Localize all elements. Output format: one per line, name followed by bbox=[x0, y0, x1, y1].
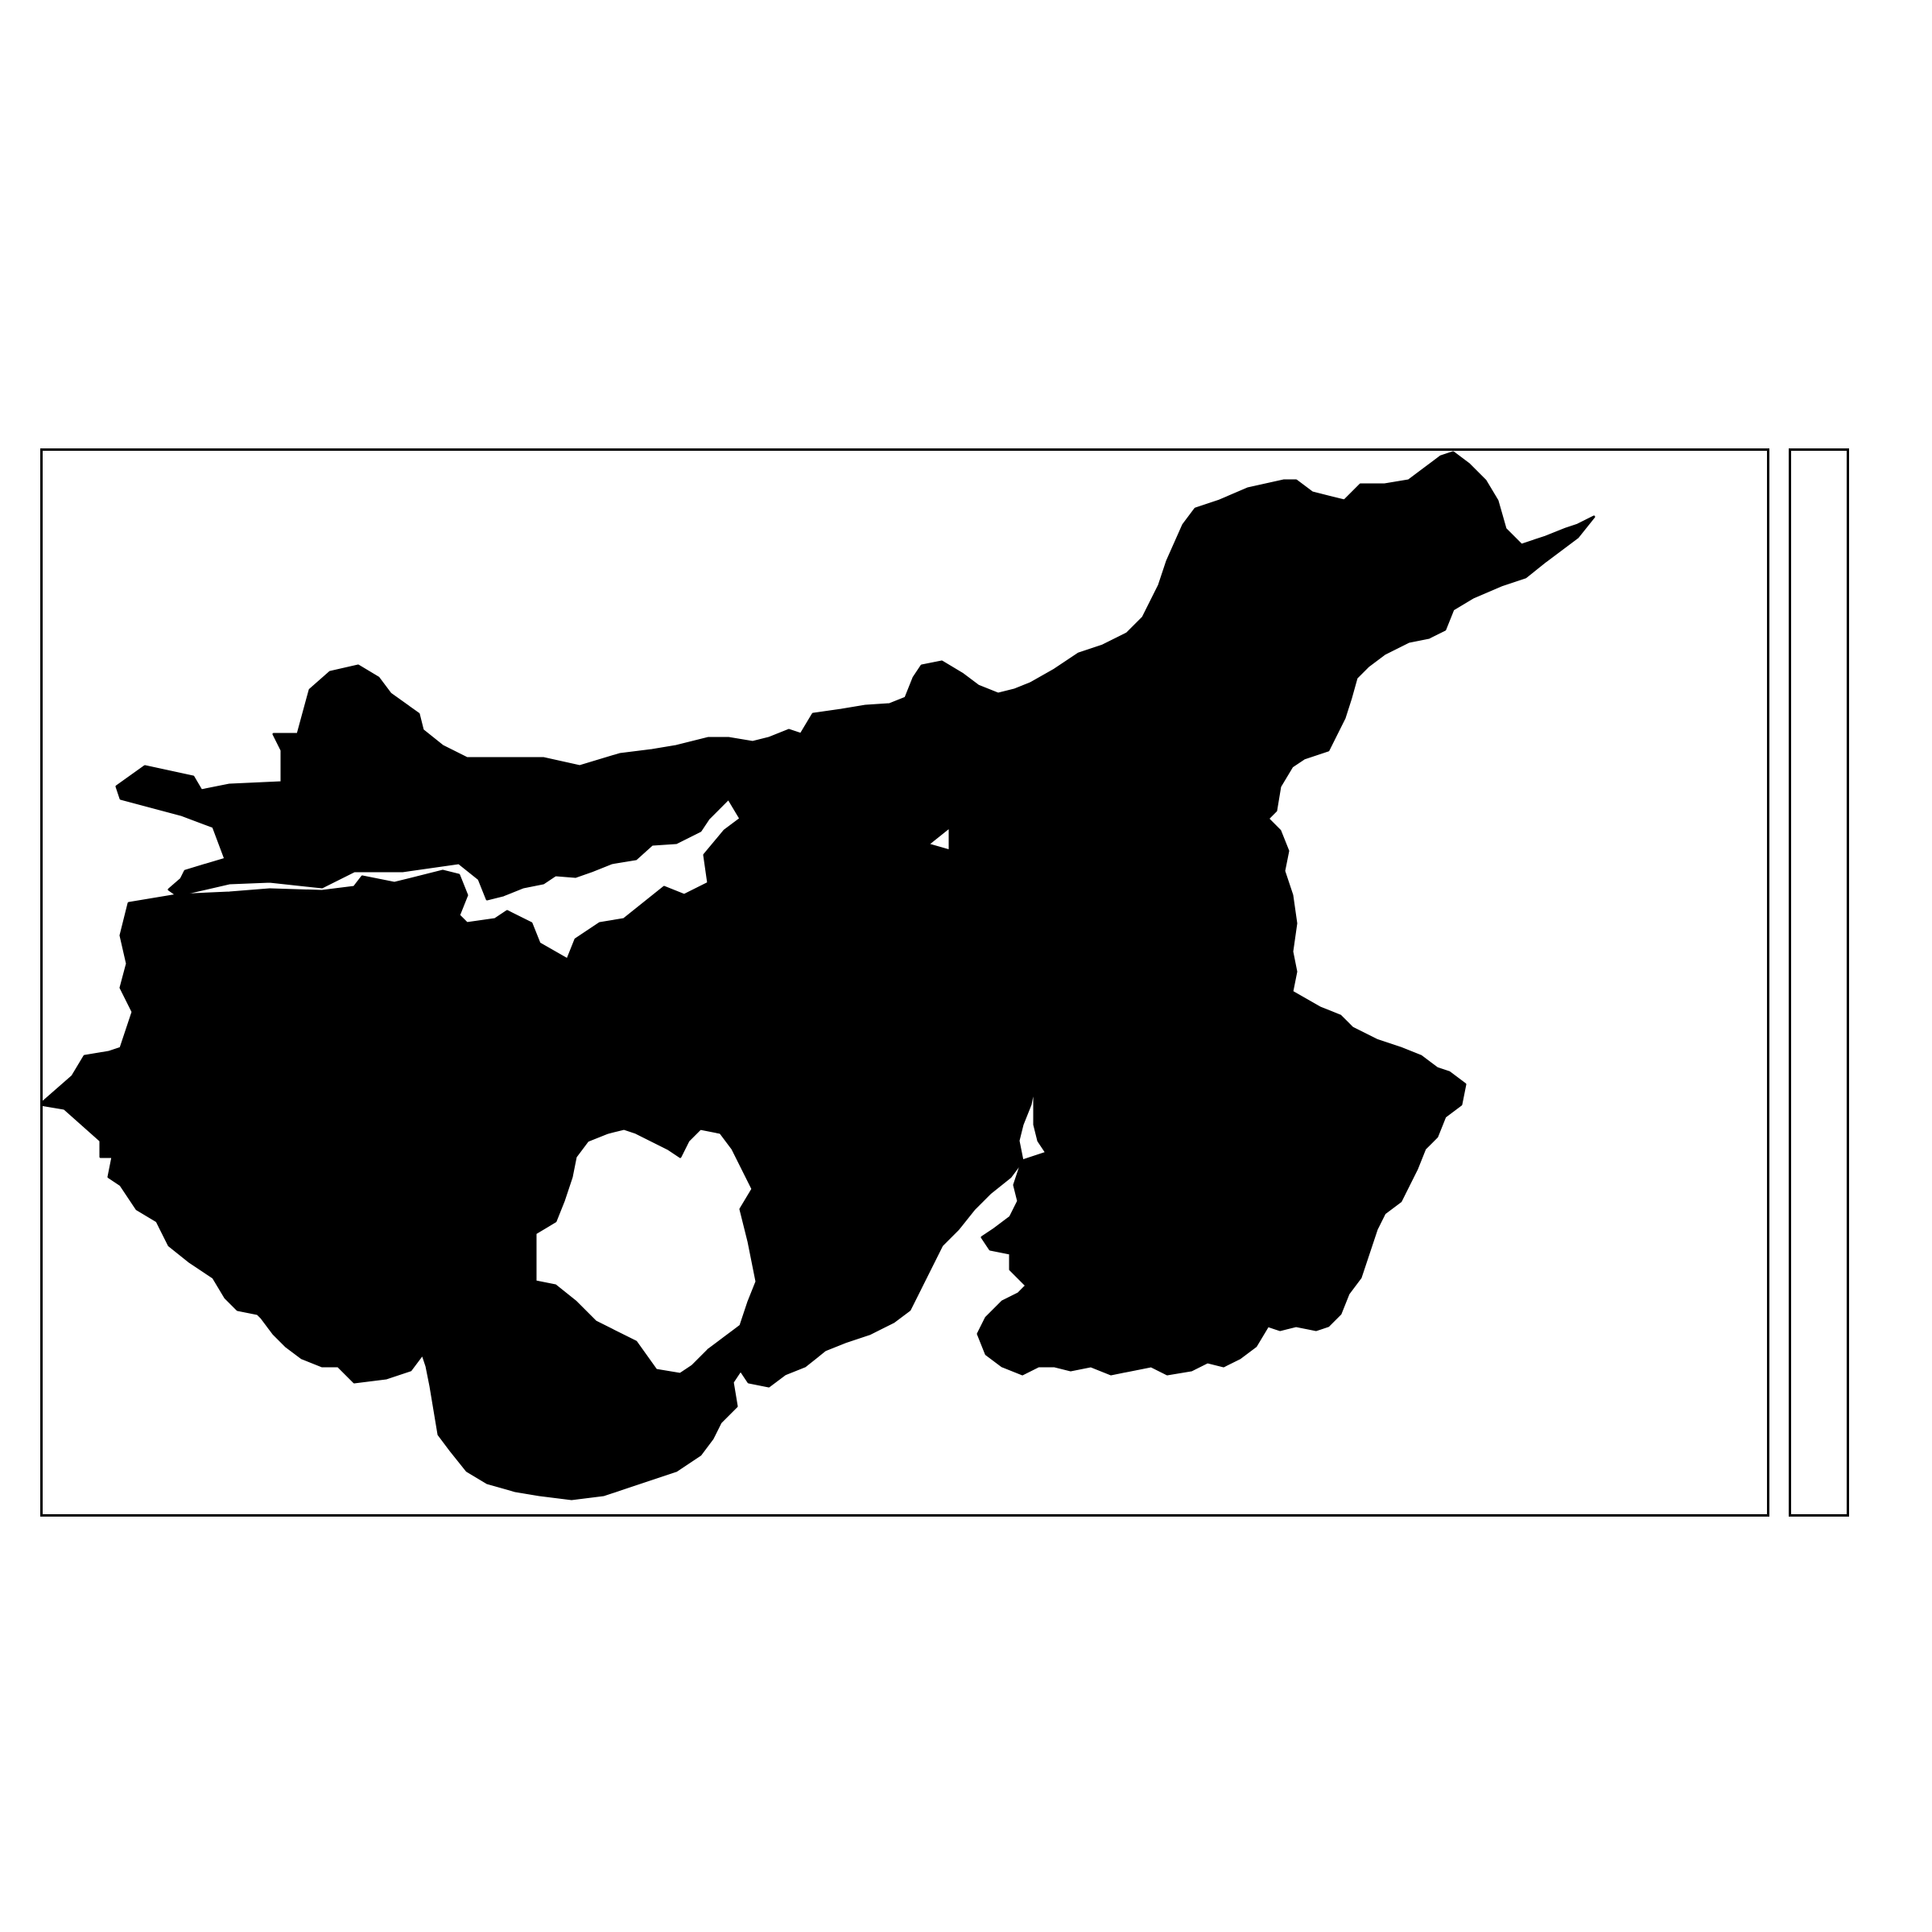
region-komarom-esztergom bbox=[493, 737, 758, 897]
choropleth-map-overlay bbox=[40, 448, 1769, 1517]
plot-frame bbox=[40, 448, 1769, 1517]
region-csongrad bbox=[976, 1151, 1269, 1376]
choropleth-map bbox=[40, 451, 1596, 1501]
region-baranya bbox=[421, 1280, 738, 1501]
region-bacs-kiskun bbox=[707, 998, 1036, 1388]
region-budapest bbox=[759, 837, 839, 921]
color-scale-bar bbox=[1789, 448, 1849, 1517]
region-bekes bbox=[1190, 990, 1467, 1331]
region-borsod bbox=[1029, 451, 1596, 832]
